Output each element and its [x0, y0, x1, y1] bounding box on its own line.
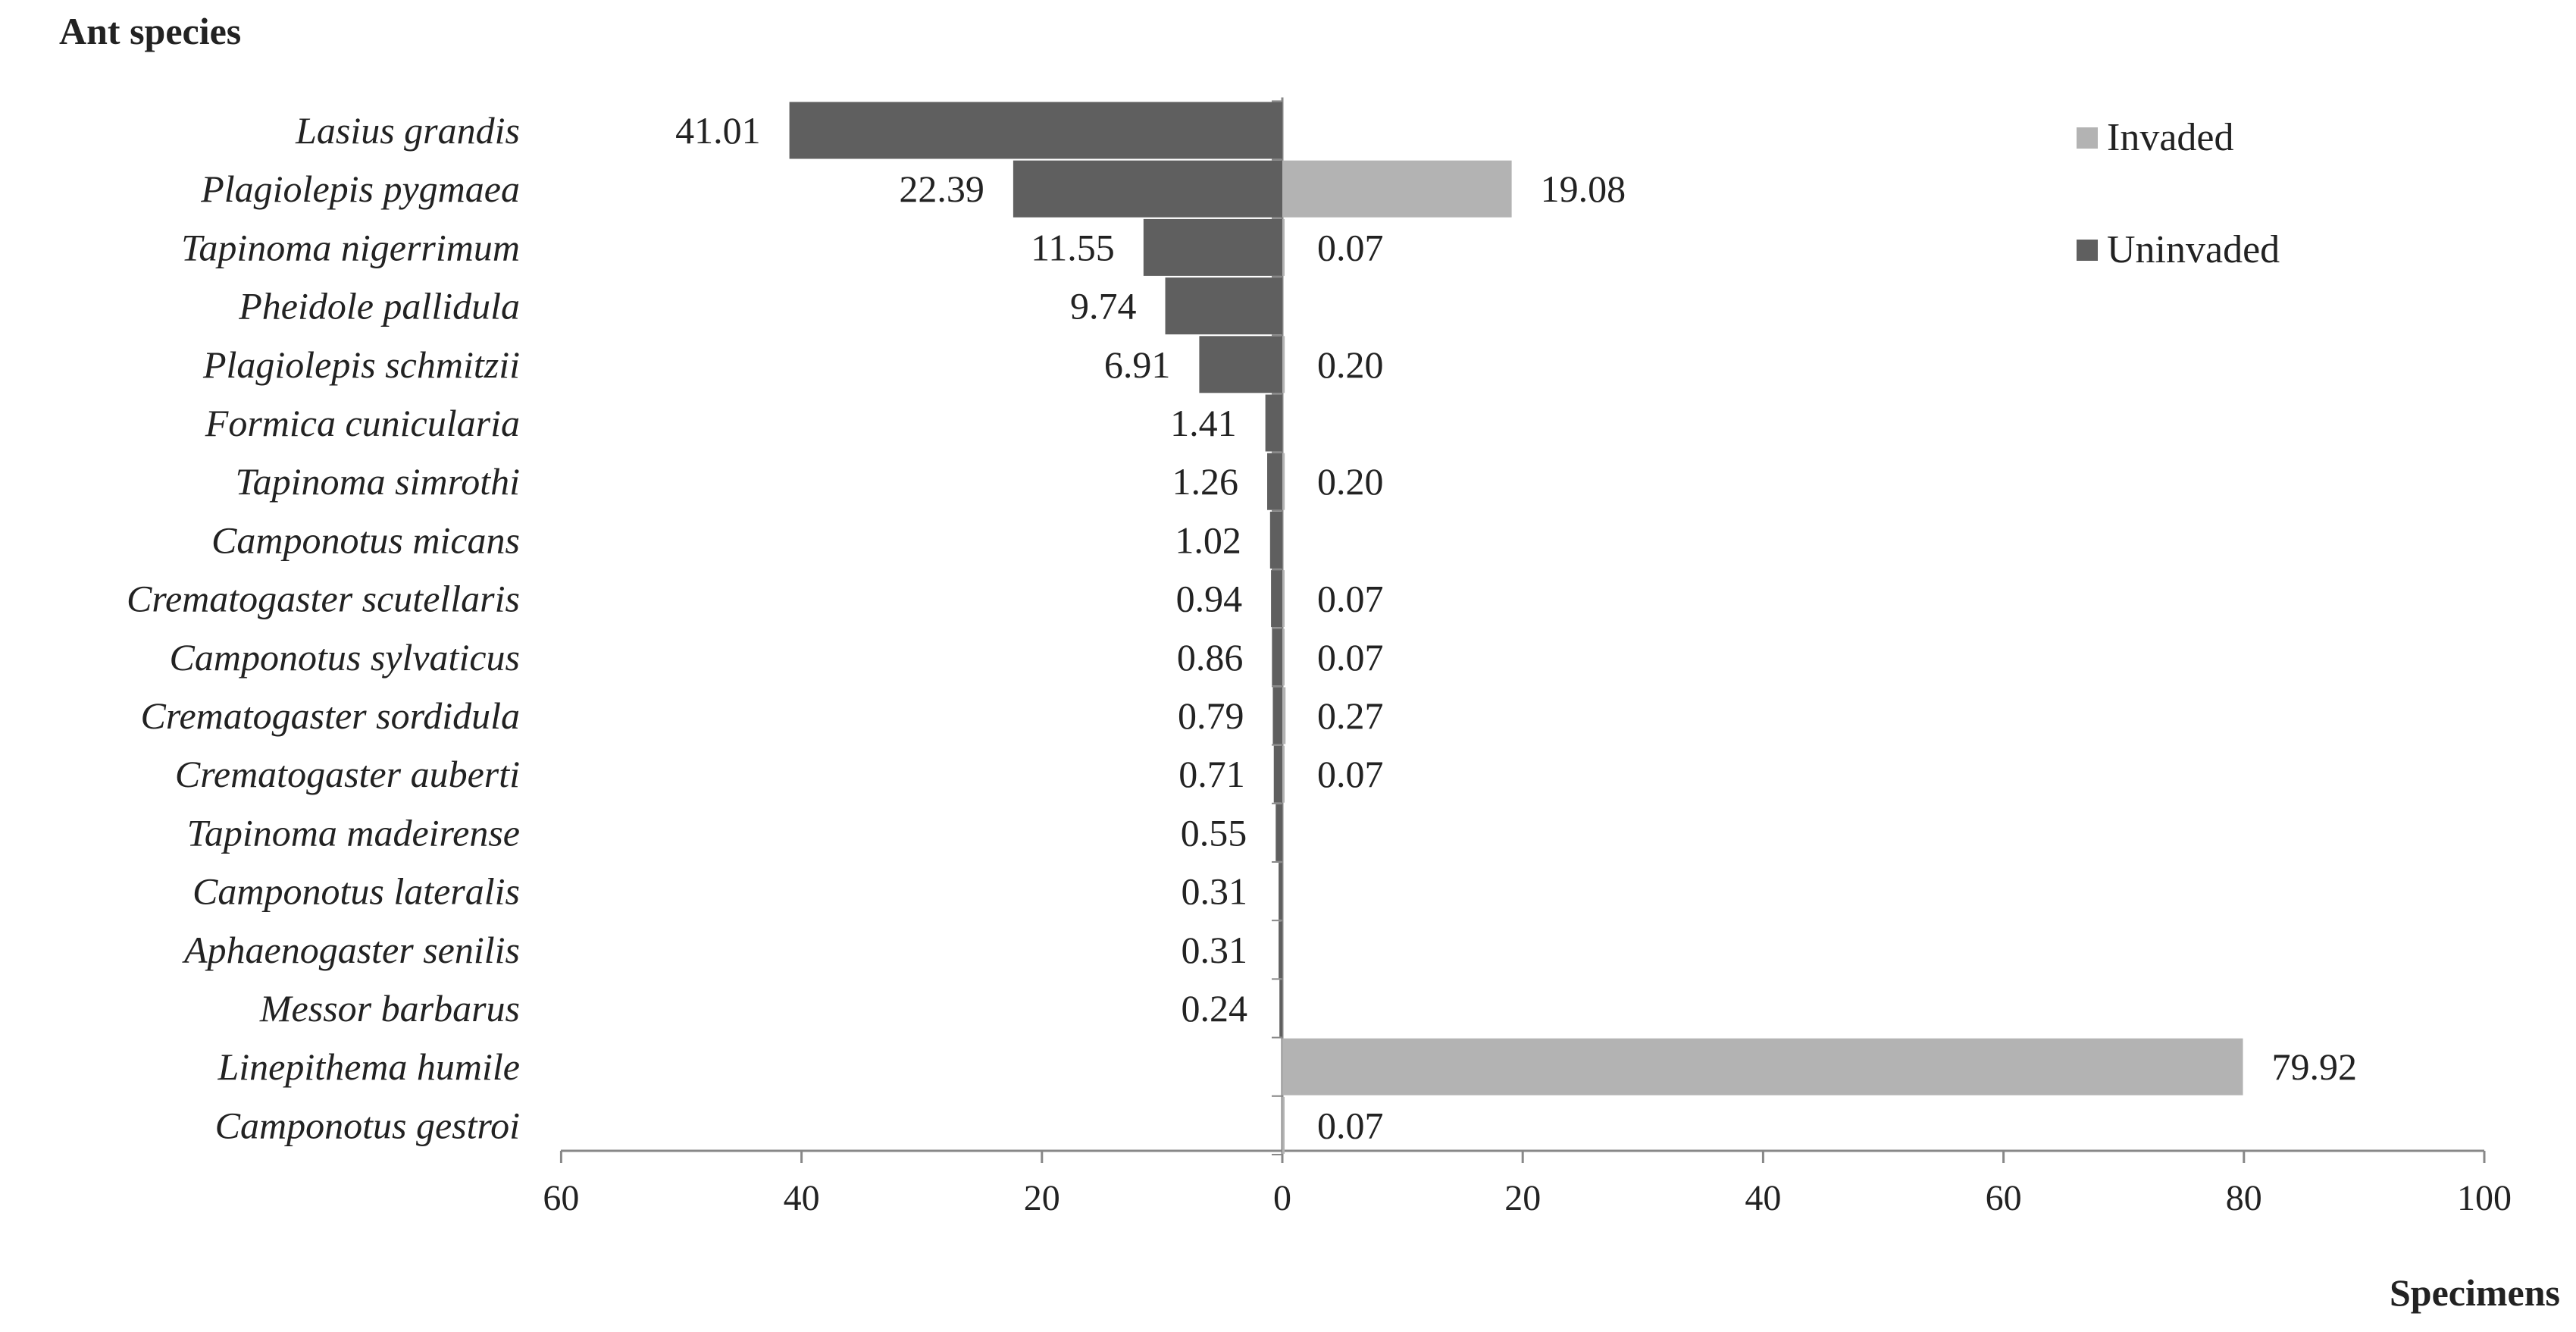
bar-uninvaded	[1269, 511, 1282, 569]
category-labels: Lasius grandis Plagiolepis pygmaea Tapinom…	[127, 109, 520, 1146]
x-tick-label: 60	[543, 1178, 579, 1218]
category-label: Formica cunicularia	[205, 402, 520, 444]
bar-invaded	[1282, 628, 1285, 686]
category-label: Tapinoma simrothi	[235, 460, 520, 503]
bar-uninvaded	[1267, 453, 1282, 510]
category-label: Tapinoma nigerrimum	[181, 226, 520, 268]
category-label: Aphaenogaster senilis	[182, 929, 520, 971]
data-label-uninvaded: 0.31	[1182, 870, 1248, 913]
legend-swatch-invaded	[2077, 127, 2098, 149]
bar-uninvaded	[1272, 687, 1282, 744]
bar-uninvaded	[1279, 921, 1282, 979]
data-label-uninvaded: 0.24	[1182, 987, 1248, 1030]
x-tick-label: 20	[1504, 1178, 1541, 1218]
category-label: Messor barbarus	[259, 987, 520, 1030]
bar-uninvaded	[1272, 628, 1282, 686]
category-label: Pheidole pallidula	[238, 285, 520, 328]
legend-label-uninvaded: Uninvaded	[2107, 228, 2280, 271]
bar-invaded	[1282, 336, 1285, 393]
x-axis-title: Specimens	[2390, 1271, 2560, 1314]
bar-uninvaded	[1165, 277, 1282, 335]
data-label-uninvaded: 41.01	[675, 109, 761, 152]
bar-invaded	[1282, 687, 1286, 744]
data-label-uninvaded: 0.86	[1177, 636, 1244, 679]
bar-uninvaded	[1273, 745, 1282, 803]
category-label: Plagiolepis schmitzii	[202, 343, 520, 386]
bar-uninvaded	[1279, 979, 1282, 1037]
data-label-invaded: 0.20	[1317, 460, 1384, 503]
category-label: Crematogaster auberti	[175, 753, 520, 795]
bar-invaded	[1282, 570, 1285, 628]
category-label: Camponotus gestroi	[215, 1104, 520, 1146]
data-label-uninvaded: 6.91	[1104, 343, 1171, 386]
data-label-uninvaded: 1.02	[1175, 519, 1241, 561]
x-tick-label: 40	[784, 1178, 820, 1218]
category-label: Plagiolepis pygmaea	[200, 168, 520, 210]
data-label-invaded: 0.27	[1317, 694, 1384, 737]
data-label-invaded: 0.07	[1317, 636, 1384, 679]
data-label-uninvaded: 0.94	[1176, 578, 1243, 620]
x-tick-label: 80	[2226, 1178, 2262, 1218]
y-axis-title: Ant species	[59, 10, 241, 52]
x-axis: 60 40 20 0 20 40 60 80 100	[543, 97, 2512, 1218]
category-label: Crematogaster scutellaris	[127, 578, 520, 620]
data-label-uninvaded: 1.41	[1170, 402, 1237, 444]
data-label-uninvaded: 9.74	[1070, 285, 1137, 328]
category-label: Camponotus sylvaticus	[170, 636, 520, 679]
data-labels: 41.01 19.08 22.39 0.07 11.55 9.74 0.20 6.91 1.41…	[675, 109, 2357, 1146]
legend-label-invaded: Invaded	[2107, 116, 2233, 159]
bar-uninvaded	[1271, 570, 1282, 628]
bar-uninvaded	[1279, 863, 1282, 920]
x-tick-label: 0	[1273, 1178, 1291, 1218]
data-label-uninvaded: 1.26	[1172, 460, 1239, 503]
category-label: Camponotus lateralis	[192, 870, 520, 913]
data-label-uninvaded: 11.55	[1031, 226, 1115, 268]
category-label: Lasius grandis	[295, 109, 520, 152]
bar-invaded	[1282, 218, 1285, 276]
category-label: Linepithema humile	[217, 1045, 520, 1088]
x-tick-label: 100	[2457, 1178, 2512, 1218]
bar-invaded	[1282, 160, 1512, 218]
data-label-uninvaded: 0.31	[1182, 929, 1248, 971]
data-label-invaded: 0.20	[1317, 343, 1384, 386]
data-label-invaded: 0.07	[1317, 753, 1384, 795]
bars	[789, 102, 2243, 1154]
category-label: Camponotus micans	[211, 519, 520, 561]
bar-uninvaded	[1265, 394, 1282, 452]
bar-uninvaded	[1275, 804, 1282, 861]
legend: Invaded Uninvaded	[2077, 116, 2280, 271]
bar-invaded	[1282, 1096, 1285, 1154]
data-label-uninvaded: 22.39	[899, 168, 984, 210]
data-label-invaded: 79.92	[2272, 1045, 2358, 1088]
data-label-uninvaded: 0.55	[1181, 811, 1247, 854]
category-label: Crematogaster sordidula	[141, 694, 521, 737]
bar-uninvaded	[1199, 336, 1282, 393]
bar-invaded	[1282, 1038, 2243, 1095]
category-label: Tapinoma madeirense	[187, 811, 520, 854]
x-tick-label: 20	[1024, 1178, 1060, 1218]
data-label-uninvaded: 0.79	[1178, 694, 1244, 737]
data-label-uninvaded: 0.71	[1178, 753, 1245, 795]
bar-invaded	[1282, 745, 1285, 803]
data-label-invaded: 0.07	[1317, 578, 1384, 620]
bar-uninvaded	[789, 102, 1282, 159]
data-label-invaded: 0.07	[1317, 1104, 1384, 1146]
x-tick-label: 40	[1745, 1178, 1781, 1218]
x-tick-label: 60	[1986, 1178, 2022, 1218]
data-label-invaded: 0.07	[1317, 226, 1384, 268]
bar-invaded	[1282, 453, 1285, 510]
data-label-invaded: 19.08	[1541, 168, 1626, 210]
bar-uninvaded	[1143, 218, 1282, 276]
legend-swatch-uninvaded	[2077, 240, 2098, 261]
bar-uninvaded	[1013, 160, 1282, 218]
